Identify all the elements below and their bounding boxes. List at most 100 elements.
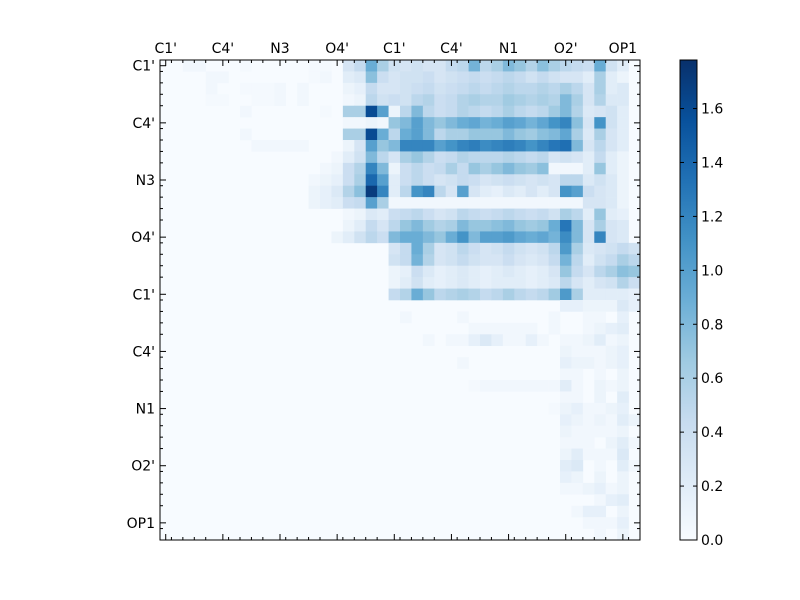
heatmap-cell — [445, 231, 458, 244]
heatmap-cell — [571, 334, 584, 347]
heatmap-cell — [594, 471, 607, 484]
heatmap-cell — [502, 185, 515, 198]
heatmap-cell — [582, 254, 595, 267]
heatmap-cell — [582, 402, 595, 415]
heatmap-cell — [491, 277, 504, 289]
heatmap-cell — [560, 151, 572, 164]
heatmap-cell — [582, 288, 595, 301]
colorbar-tick-label: 1.0 — [701, 263, 723, 279]
heatmap-cell — [331, 197, 344, 209]
heatmap-cell — [445, 174, 458, 187]
heatmap-cell — [502, 94, 515, 107]
heatmap-cell — [525, 105, 538, 118]
heatmap-cell — [365, 208, 378, 221]
heatmap-cell — [422, 288, 435, 301]
heatmap-cell — [297, 94, 309, 107]
heatmap-cell — [582, 334, 595, 347]
heatmap-cell — [457, 357, 469, 369]
heatmap-cell — [537, 128, 549, 141]
heatmap-cell — [182, 60, 195, 72]
heatmap-cell — [205, 82, 218, 95]
heatmap-cell — [560, 448, 572, 461]
heatmap-cell — [377, 94, 389, 107]
heatmap-cell — [491, 117, 504, 129]
heatmap-cell — [422, 242, 435, 255]
heatmap-cell — [480, 140, 492, 152]
heatmap-cell — [582, 414, 595, 427]
heatmap-cell — [605, 151, 618, 164]
heatmap-cell — [594, 311, 607, 324]
heatmap-cell — [457, 140, 469, 152]
heatmap-cell — [388, 128, 401, 141]
heatmap-cell — [628, 414, 640, 427]
heatmap-cell — [571, 220, 584, 232]
heatmap-cell — [560, 71, 572, 84]
heatmap-cell — [582, 140, 595, 152]
heatmap-cell — [560, 425, 572, 438]
heatmap-cell — [571, 82, 584, 95]
heatmap-cell — [582, 265, 595, 278]
heatmap-cell — [422, 117, 435, 129]
heatmap-cell — [457, 254, 469, 267]
heatmap-cell — [525, 208, 538, 221]
heatmap-cell — [594, 551, 606, 563]
heatmap-cell — [617, 437, 629, 449]
heatmap-cell — [377, 185, 389, 198]
heatmap-cell — [502, 334, 515, 347]
heatmap-cell — [240, 82, 252, 95]
heatmap-cell — [342, 151, 355, 164]
heatmap-cell — [468, 242, 481, 255]
heatmap-cell — [320, 105, 332, 118]
heatmap-cell — [514, 105, 527, 118]
heatmap-cell — [594, 494, 607, 507]
heatmap-cell — [422, 208, 435, 221]
heatmap-cell — [628, 300, 640, 312]
heatmap-cell — [457, 162, 469, 175]
heatmap-cell — [457, 117, 469, 129]
heatmap-cell — [525, 174, 538, 187]
heatmap-cell — [468, 197, 481, 209]
heatmap-cell — [194, 60, 207, 72]
heatmap-cell — [617, 254, 629, 267]
heatmap-cell — [548, 94, 561, 107]
heatmap-cell — [571, 197, 584, 209]
y-tick-label: C1' — [132, 59, 155, 75]
heatmap-cell — [525, 242, 538, 255]
heatmap-cell — [605, 140, 618, 152]
heatmap-cell — [605, 494, 618, 507]
heatmap-cell — [514, 220, 527, 232]
heatmap-cell — [571, 151, 584, 164]
heatmap-cell — [445, 105, 458, 118]
heatmap-cell — [422, 231, 435, 244]
heatmap-cell — [617, 540, 629, 552]
heatmap-cell — [525, 82, 538, 95]
heatmap-cell — [594, 94, 607, 107]
heatmap-cell — [571, 391, 584, 404]
heatmap-cell — [537, 380, 549, 392]
heatmap-cell — [594, 151, 607, 164]
heatmap-cell — [457, 128, 469, 141]
heatmap-cell — [571, 105, 584, 118]
heatmap-cell — [262, 94, 275, 107]
heatmap-cell — [594, 82, 607, 95]
heatmap-cell — [422, 82, 435, 95]
heatmap-cell — [297, 82, 309, 95]
heatmap-cell — [548, 174, 561, 187]
y-tick-label: O4' — [131, 230, 155, 246]
heatmap-cell — [548, 254, 561, 267]
heatmap-cell — [422, 185, 435, 198]
heatmap-cell — [594, 254, 607, 267]
heatmap-cell — [537, 277, 549, 289]
heatmap-cell — [617, 277, 629, 289]
heatmap-cell — [274, 140, 287, 152]
heatmap-cell — [525, 265, 538, 278]
heatmap-cell — [354, 162, 367, 175]
heatmap-cell — [491, 242, 504, 255]
heatmap-cell — [251, 140, 264, 152]
heatmap-cell — [537, 140, 549, 152]
colorbar-tick-label: 0.2 — [701, 479, 723, 495]
heatmap-cell — [422, 140, 435, 152]
heatmap-cell — [320, 185, 332, 198]
heatmap-cell — [457, 71, 469, 84]
heatmap-cell — [331, 174, 344, 187]
